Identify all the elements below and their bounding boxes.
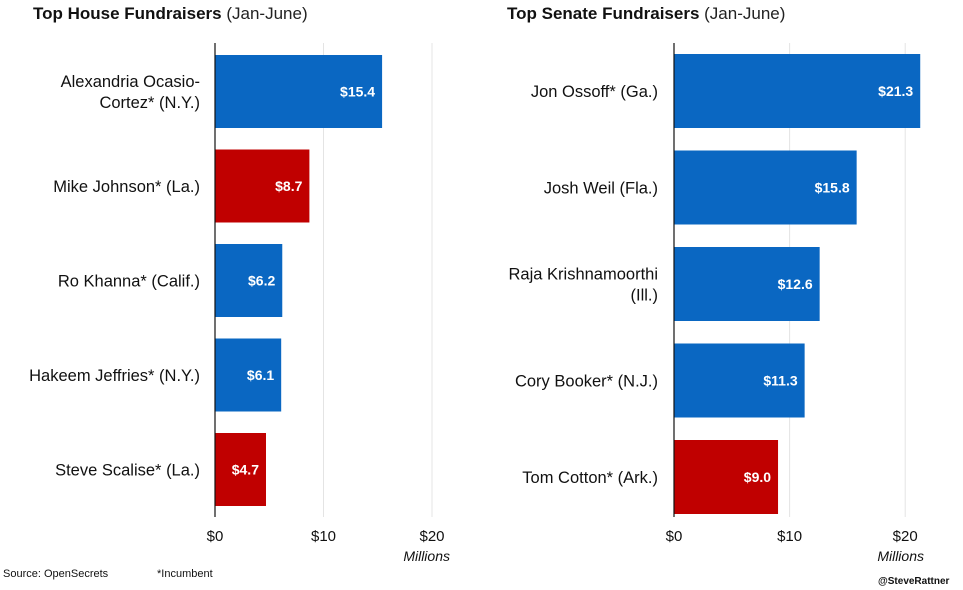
house-title-text: Top House Fundraisers (33, 4, 222, 23)
house-category-label: Steve Scalise* (La.) (55, 462, 200, 480)
house-category-label: Ro Khanna* (Calif.) (58, 273, 200, 291)
senate-category-label: Josh Weil (Fla.) (544, 180, 658, 198)
house-value-label: $15.4 (340, 84, 375, 100)
senate-bar (674, 150, 857, 225)
senate-value-label: $15.8 (815, 180, 850, 196)
house-value-label: $8.7 (275, 178, 302, 194)
house-x-axis-label: Millions (403, 548, 450, 564)
senate-tick-label: $20 (893, 528, 918, 545)
senate-x-axis-label: Millions (877, 548, 924, 564)
house-value-label: $6.2 (248, 273, 275, 289)
senate-tick-label: $10 (777, 528, 802, 545)
senate-category-label: Tom Cotton* (Ark.) (522, 469, 658, 487)
house-value-label: $4.7 (232, 462, 259, 478)
house-subtitle-text: (Jan-June) (226, 4, 308, 23)
senate-value-label: $12.6 (778, 276, 813, 292)
house-category-label: Alexandria Ocasio- (61, 73, 200, 91)
senate-category-label: Jon Ossoff* (Ga.) (531, 83, 658, 101)
house-chart-title: Top House Fundraisers (Jan-June) (33, 4, 308, 24)
incumbent-note: *Incumbent (157, 568, 213, 580)
senate-category-label: (Ill.) (631, 287, 659, 305)
senate-bar (674, 247, 820, 321)
source-note: Source: OpenSecrets (3, 568, 109, 580)
senate-subtitle-text: (Jan-June) (704, 4, 786, 23)
house-category-label: Mike Johnson* (La.) (53, 178, 200, 196)
senate-bar (674, 440, 779, 514)
senate-category-label: Cory Booker* (N.J.) (515, 373, 658, 391)
house-category-label: Hakeem Jeffries* (N.Y.) (29, 367, 200, 385)
house-bar (215, 338, 282, 412)
senate-tick-label: $0 (666, 528, 683, 545)
senate-bar (674, 343, 805, 418)
house-bar (215, 433, 266, 506)
senate-bar (674, 54, 921, 128)
house-category-label: Cortez* (N.Y.) (99, 94, 200, 112)
house-bar (215, 55, 383, 128)
senate-value-label: $21.3 (878, 83, 913, 99)
house-tick-label: $0 (207, 528, 224, 545)
author-handle: @SteveRattner (878, 576, 950, 587)
house-tick-label: $10 (311, 528, 336, 545)
house-value-label: $6.1 (247, 367, 274, 383)
house-bar (215, 244, 283, 317)
senate-title-text: Top Senate Fundraisers (507, 4, 700, 23)
senate-chart-title: Top Senate Fundraisers (Jan-June) (507, 4, 785, 24)
senate-category-label: Raja Krishnamoorthi (509, 266, 658, 284)
house-bar (215, 149, 310, 223)
senate-value-label: $9.0 (744, 469, 771, 485)
senate-value-label: $11.3 (763, 373, 797, 389)
house-tick-label: $20 (419, 528, 444, 545)
